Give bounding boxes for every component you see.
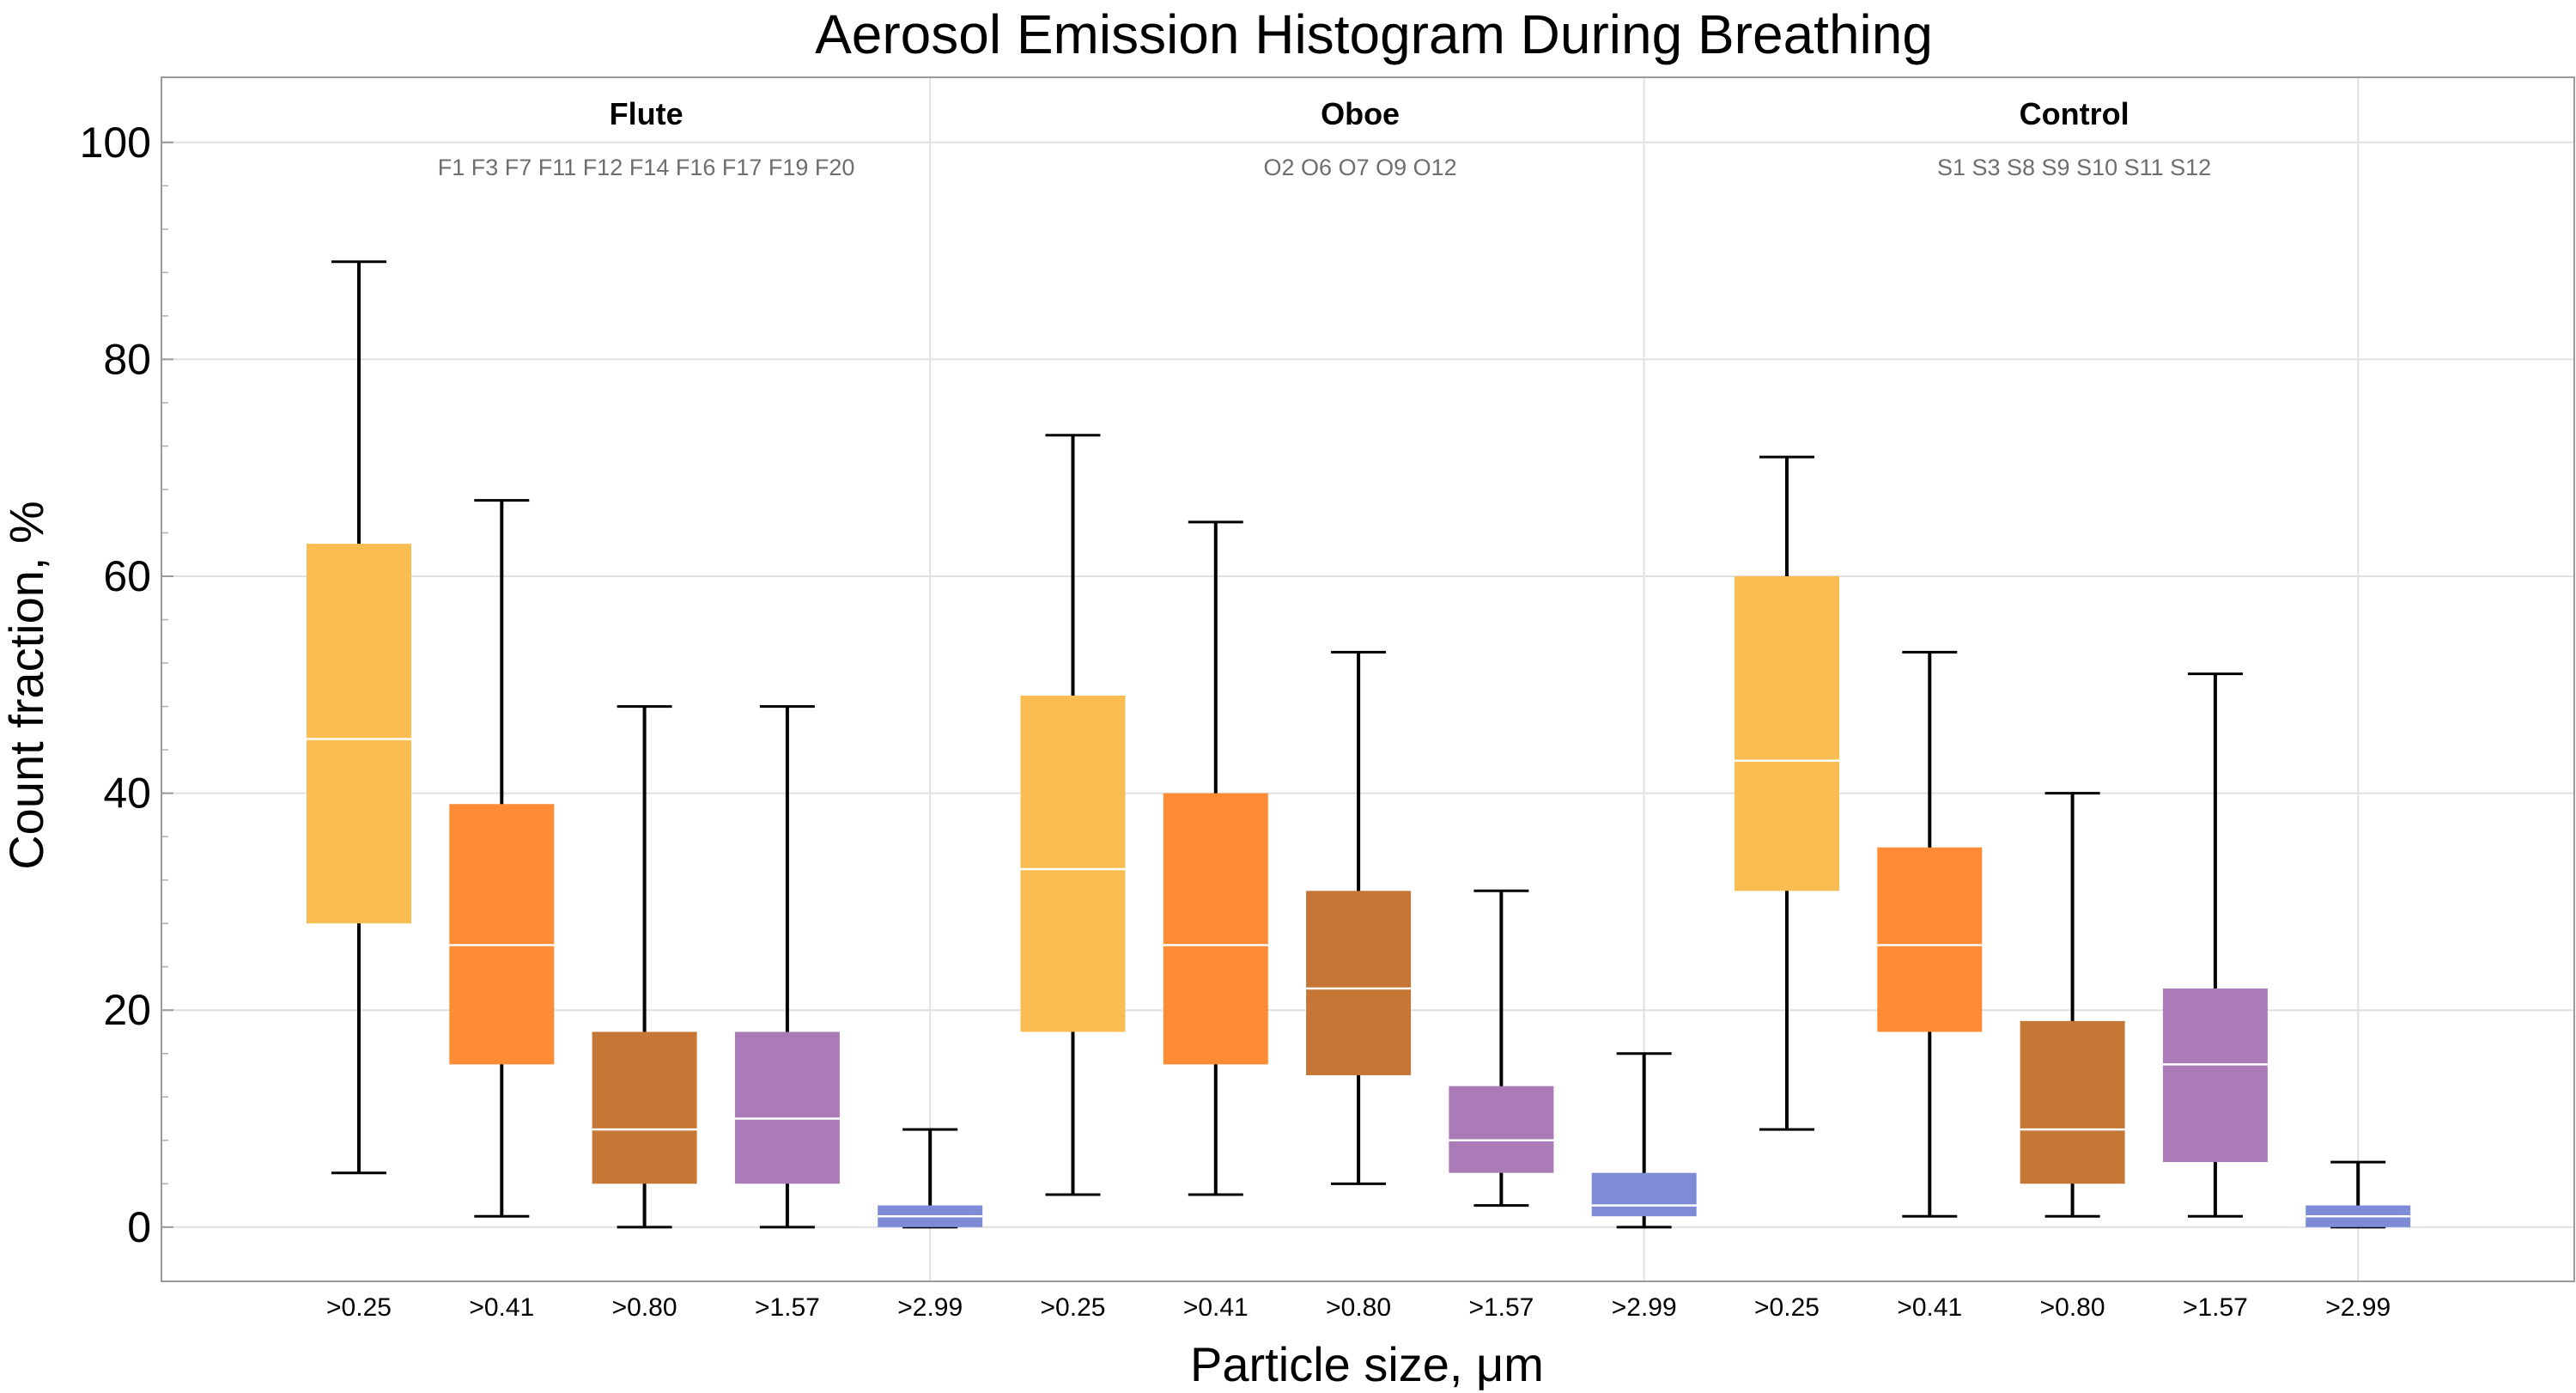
x-axis-title: Particle size, μm — [1190, 1337, 1544, 1391]
box-flute-1 — [449, 499, 555, 1218]
group-subjects-label: F1 F3 F7 F11 F12 F14 F16 F17 F19 F20 — [438, 155, 855, 180]
group-name-label: Control — [2020, 96, 2129, 131]
box-oboe-1 — [1163, 520, 1268, 1196]
x-tick-label: >0.25 — [1754, 1293, 1820, 1322]
x-tick-label: >2.99 — [897, 1293, 963, 1322]
box-iqr — [1591, 1172, 1697, 1217]
x-tick-label: >0.41 — [1897, 1293, 1962, 1322]
group-name-label: Oboe — [1321, 96, 1400, 131]
plot-area — [307, 260, 2411, 1229]
box-iqr — [1020, 695, 1126, 1032]
group-name-label: Flute — [610, 96, 683, 131]
x-tick-label: >1.57 — [755, 1293, 820, 1322]
x-tick-label: >0.80 — [2040, 1293, 2105, 1322]
group-subjects-label: O2 O6 O7 O9 O12 — [1264, 155, 1457, 180]
x-tick-label: >0.25 — [326, 1293, 392, 1322]
box-iqr — [592, 1031, 697, 1184]
x-tick-label: >2.99 — [1612, 1293, 1677, 1322]
x-tick-label: >1.57 — [1468, 1293, 1534, 1322]
box-oboe-3 — [1449, 889, 1554, 1207]
box-oboe-2 — [1306, 650, 1412, 1185]
y-tick-label: 40 — [103, 769, 151, 818]
box-flute-3 — [734, 705, 840, 1229]
box-iqr — [2020, 1020, 2125, 1184]
box-iqr — [2162, 988, 2268, 1163]
grid-lines — [161, 77, 2574, 1281]
box-control-3 — [2162, 672, 2268, 1218]
box-iqr — [734, 1031, 840, 1184]
x-tick-label: >2.99 — [2325, 1293, 2391, 1322]
box-iqr — [1449, 1086, 1554, 1173]
plot-frame — [161, 76, 2575, 1282]
x-tick-label: >0.41 — [1183, 1293, 1249, 1322]
y-tick-label: 80 — [103, 335, 151, 383]
x-tick-label: >0.41 — [469, 1293, 534, 1322]
box-control-1 — [1877, 650, 1983, 1218]
box-control-0 — [1735, 455, 1839, 1131]
box-iqr — [449, 804, 555, 1065]
box-flute-4 — [878, 1128, 983, 1229]
box-iqr — [1735, 576, 1839, 891]
box-flute-0 — [307, 260, 411, 1175]
x-tick-label: >1.57 — [2183, 1293, 2248, 1322]
x-tick-label: >0.80 — [612, 1293, 677, 1322]
box-iqr — [1306, 891, 1412, 1076]
group-subjects-label: S1 S3 S8 S9 S10 S11 S12 — [1937, 155, 2211, 180]
y-tick-label: 20 — [103, 986, 151, 1034]
y-tick-label: 100 — [80, 119, 151, 167]
y-axis-title: Count fraction, % — [0, 501, 53, 870]
y-tick-label: 60 — [103, 552, 151, 600]
box-control-4 — [2306, 1160, 2411, 1229]
chart-title: Aerosol Emission Histogram During Breath… — [815, 3, 1933, 65]
box-oboe-0 — [1020, 434, 1126, 1196]
labels: 0 20 40 60 80 100 Flute F1 F3 F7 F11 F12 F14 F1… — [80, 96, 2391, 1322]
x-tick-label: >0.80 — [1326, 1293, 1391, 1322]
box-oboe-4 — [1591, 1052, 1697, 1229]
box-iqr — [1877, 847, 1983, 1032]
box-iqr — [1163, 793, 1268, 1065]
y-tick-label: 0 — [127, 1203, 151, 1251]
box-flute-2 — [592, 705, 697, 1229]
box-iqr — [307, 544, 411, 924]
box-control-2 — [2020, 792, 2125, 1218]
x-tick-label: >0.25 — [1041, 1293, 1106, 1322]
